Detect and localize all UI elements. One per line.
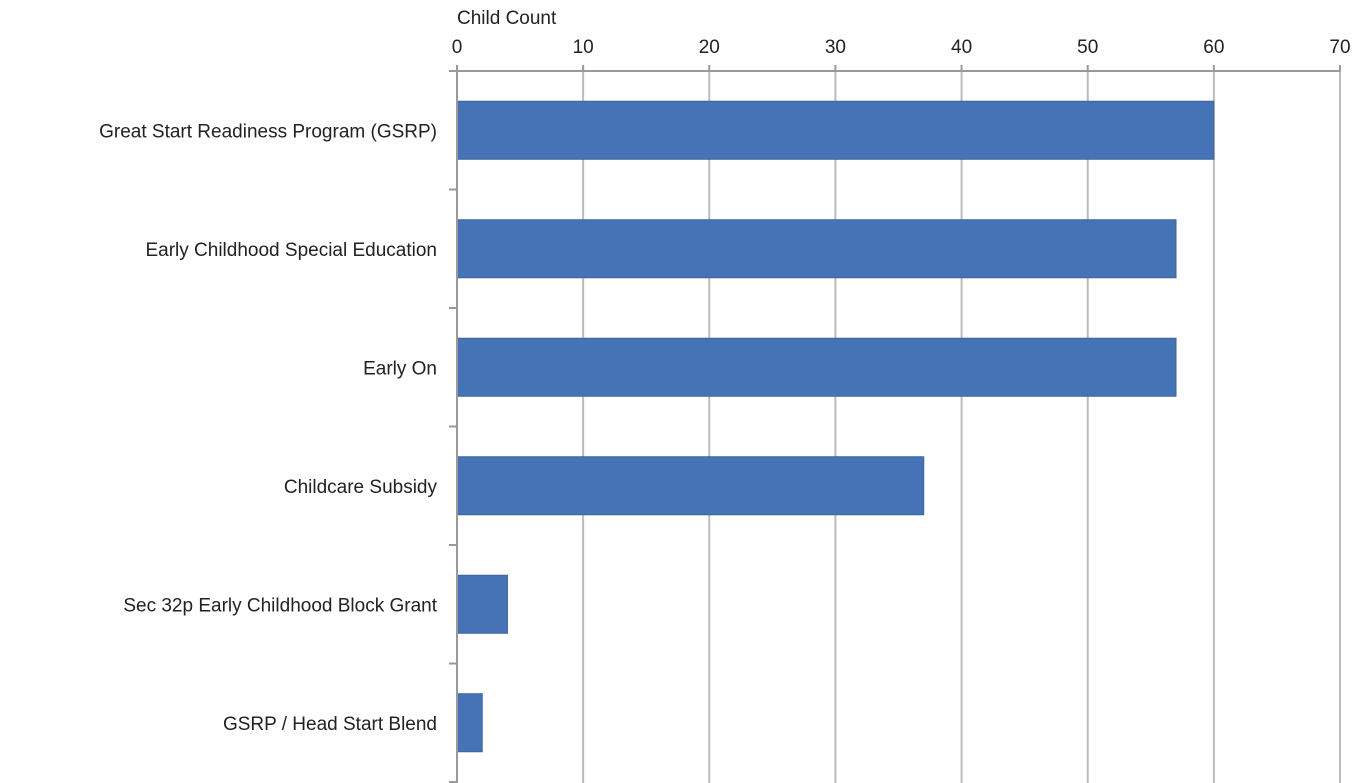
- bar-3: [456, 337, 1177, 397]
- x-tick-label: 10: [573, 37, 594, 58]
- axes: [449, 65, 1341, 783]
- x-tick-label: 50: [1077, 37, 1098, 58]
- bar-1: [456, 100, 1215, 160]
- bar-5: [456, 574, 508, 634]
- x-tick-label: 40: [951, 37, 972, 58]
- x-tick-label: 20: [699, 37, 720, 58]
- bar-6: [456, 693, 483, 753]
- category-label: Great Start Readiness Program (GSRP): [99, 121, 437, 142]
- bars: [456, 100, 1215, 753]
- category-label: Early Childhood Special Education: [145, 240, 437, 261]
- x-tick-label: 30: [825, 37, 846, 58]
- x-tick-label: 0: [452, 37, 463, 58]
- category-label: GSRP / Head Start Blend: [223, 714, 437, 735]
- category-labels: Great Start Readiness Program (GSRP) Earl…: [99, 121, 438, 735]
- gridlines: [582, 71, 1341, 783]
- bar-2: [456, 219, 1177, 279]
- category-label: Sec 32p Early Childhood Block Grant: [123, 595, 437, 616]
- category-label: Childcare Subsidy: [284, 477, 438, 498]
- x-tick-label: 70: [1329, 37, 1350, 58]
- bar-4: [456, 456, 925, 516]
- x-tick-label: 60: [1203, 37, 1224, 58]
- category-label: Early On: [363, 358, 437, 379]
- x-tick-labels: 0 10 20 30 40 50 60 70: [452, 37, 1351, 58]
- x-axis-title: Child Count: [457, 8, 557, 29]
